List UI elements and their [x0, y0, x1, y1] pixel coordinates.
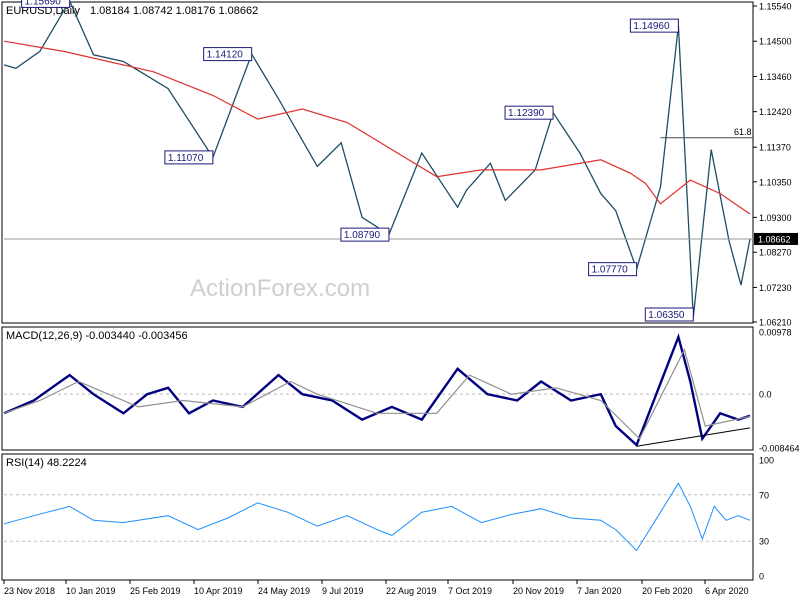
high-low-label-box: [588, 262, 638, 277]
date-tick-label: 23 Nov 2018: [4, 586, 55, 596]
macd-tick-label: -0.008464: [759, 444, 800, 454]
rsi-tick-label: 100: [759, 456, 774, 466]
macd-tick-label: 0.00978: [759, 328, 792, 338]
high-low-label: 1.11070: [168, 153, 204, 164]
date-tick-label: 10 Jan 2019: [66, 586, 116, 596]
date-tick-label: 20 Nov 2019: [513, 586, 564, 596]
rsi-panel-title: RSI(14) 48.2224: [6, 457, 87, 469]
rsi-tick-label: 70: [759, 490, 769, 500]
price-tick-label: 1.06210: [759, 318, 792, 328]
price-tick-label: 1.12420: [759, 107, 792, 117]
price-line: [3, 0, 751, 318]
high-low-label-box: [644, 307, 694, 322]
high-low-label: 1.07770: [592, 265, 629, 276]
date-tick-label: 10 Apr 2019: [194, 586, 243, 596]
price-tick-label: 1.08270: [759, 248, 792, 258]
fib-label: 61.8: [734, 127, 752, 137]
date-tick-label: 6 Apr 2020: [705, 586, 749, 596]
current-price-tag: [754, 232, 798, 245]
price-tick-label: 1.10350: [759, 177, 792, 187]
price-tick-label: 1.15540: [759, 2, 792, 12]
high-low-label: 1.15690: [25, 0, 62, 7]
macd-panel-title: MACD(12,26,9) -0.003440 -0.003456: [6, 330, 188, 342]
high-low-label-box: [629, 18, 679, 33]
macd-series-layer: [3, 333, 753, 448]
price-tick-label: 1.14500: [759, 37, 792, 47]
high-low-label: 1.06350: [648, 310, 685, 321]
date-tick-label: 20 Feb 2020: [642, 586, 693, 596]
date-tick-label: 7 Jan 2020: [577, 586, 622, 596]
ohlc-readout: 1.08184 1.08742 1.08176 1.08662: [90, 5, 258, 17]
price-tick-label: 1.11370: [759, 143, 791, 153]
moving-average-line: [3, 40, 751, 215]
high-low-label-box: [164, 150, 214, 165]
axis-labels-layer: 1.15540 1.14500 1.13460 1.12420 1.11370 1.103…: [3, 2, 800, 596]
date-tick-label: 9 Jul 2019: [322, 586, 364, 596]
high-low-label-box: [340, 227, 390, 242]
high-low-label: 1.12390: [508, 108, 545, 119]
high-low-label-box: [21, 0, 71, 8]
macd-panel-frame: [1, 326, 754, 451]
price-tick-label: 1.13460: [759, 72, 792, 82]
high-low-label-box: [504, 105, 554, 120]
date-tick-label: 22 Aug 2019: [386, 586, 437, 596]
macd-tick-label: 0.0: [759, 390, 772, 400]
rsi-tick-label: 30: [759, 537, 769, 547]
high-low-label: 1.14120: [207, 50, 244, 61]
date-tick-label: 25 Feb 2019: [130, 586, 181, 596]
macd-line: [3, 333, 751, 448]
date-tick-label: 24 May 2019: [258, 586, 310, 596]
rsi-tick-label: 0: [759, 572, 764, 582]
price-tick-label: 1.09300: [759, 213, 792, 223]
macd-divergence-trendline: [636, 427, 751, 447]
price-tick-label: 1.07230: [759, 283, 792, 293]
current-price-tag-label: 1.08662: [758, 234, 791, 244]
price-panel-frame: [1, 1, 754, 324]
high-low-label-box: [203, 47, 253, 62]
high-low-label: 1.08790: [344, 230, 381, 241]
rsi-line: [3, 482, 751, 552]
high-low-label: 1.14960: [633, 21, 670, 32]
date-tick-label: 7 Oct 2019: [448, 586, 492, 596]
price-series-layer: 61.8 1.15690 1.14120 1.11070 1.08790 1.12390 1…: [3, 0, 753, 322]
rsi-series-layer: [3, 482, 753, 552]
rsi-panel-frame: [1, 453, 754, 581]
macd-signal-line: [3, 348, 751, 440]
watermark: ActionForex.com: [190, 275, 370, 302]
